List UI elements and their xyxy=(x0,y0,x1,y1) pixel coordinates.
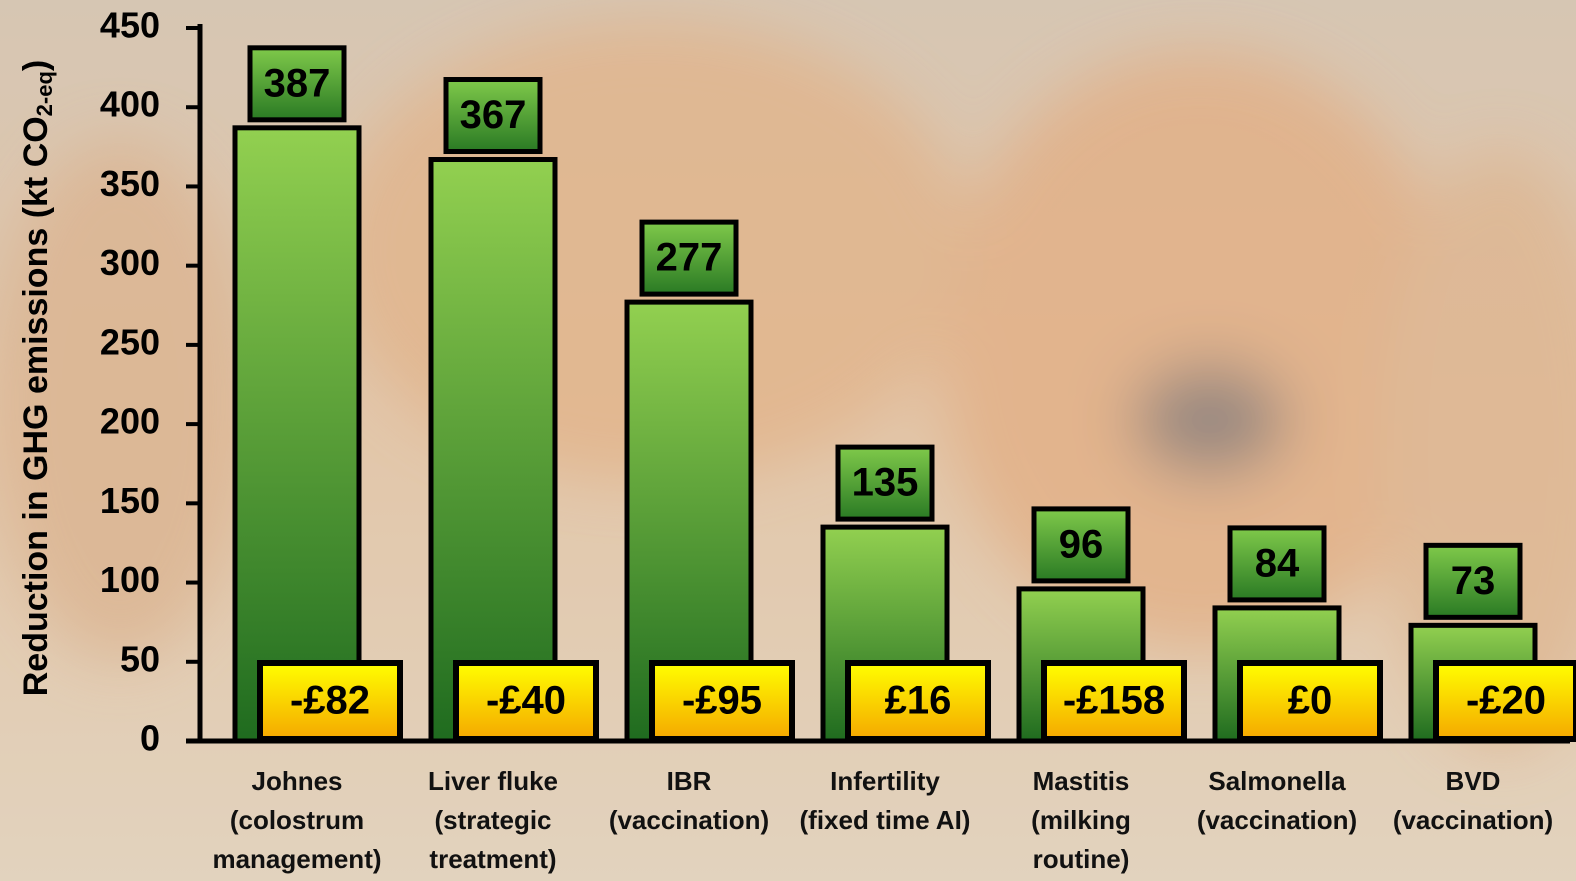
cost-label: -£82 xyxy=(290,679,370,723)
cost-label: £0 xyxy=(1288,679,1333,723)
value-label: 387 xyxy=(264,61,331,105)
value-label: 96 xyxy=(1059,522,1104,566)
bar xyxy=(235,128,359,741)
value-label: 135 xyxy=(852,461,919,505)
y-axis-label-text: Reduction in GHG emissions (kt CO xyxy=(17,116,55,696)
x-tick-label: Liver fluke xyxy=(428,766,558,796)
y-tick-label: 150 xyxy=(100,480,160,521)
cost-label: -£95 xyxy=(682,679,762,723)
x-tick-label: (strategic xyxy=(434,805,551,835)
cost-label: -£158 xyxy=(1063,679,1165,723)
x-tick-label: (vaccination) xyxy=(1393,805,1553,835)
y-axis-label-end: ) xyxy=(17,60,55,71)
x-tick-label: BVD xyxy=(1446,766,1501,796)
x-tick-label: (milking xyxy=(1031,805,1131,835)
x-tick-label: Mastitis xyxy=(1033,766,1130,796)
value-label: 277 xyxy=(656,236,723,280)
x-tick-label: routine) xyxy=(1033,844,1130,874)
value-label: 73 xyxy=(1451,559,1496,603)
x-tick-label: treatment) xyxy=(429,844,556,874)
x-tick-label: Johnes xyxy=(251,766,342,796)
y-tick-label: 100 xyxy=(100,559,160,600)
y-tick-label: 300 xyxy=(100,242,160,283)
y-tick-label: 400 xyxy=(100,84,160,125)
x-tick-label: (colostrum xyxy=(230,805,364,835)
y-tick-label: 250 xyxy=(100,321,160,362)
y-axis-label: Reduction in GHG emissions (kt CO2-eq) xyxy=(17,60,57,697)
x-tick-label: management) xyxy=(212,844,381,874)
chart: Reduction in GHG emissions (kt CO2-eq) 0… xyxy=(0,0,1576,881)
x-tick-label: (vaccination) xyxy=(609,805,769,835)
y-tick-label: 450 xyxy=(100,5,160,46)
y-tick-label: 200 xyxy=(100,401,160,442)
y-tick-label: 50 xyxy=(120,638,160,679)
y-axis-label-sub: 2-eq xyxy=(32,71,57,116)
bar xyxy=(431,160,555,741)
x-tick-label: (fixed time AI) xyxy=(800,805,971,835)
value-label: 84 xyxy=(1255,541,1300,585)
x-tick-label: IBR xyxy=(667,766,712,796)
cost-label: -£40 xyxy=(486,679,566,723)
x-tick-label: (vaccination) xyxy=(1197,805,1357,835)
x-tick-label: Salmonella xyxy=(1208,766,1346,796)
value-label: 367 xyxy=(460,93,527,137)
y-tick-label: 0 xyxy=(140,718,160,759)
y-tick-label: 350 xyxy=(100,163,160,204)
cost-label: -£20 xyxy=(1466,679,1546,723)
x-tick-label: Infertility xyxy=(830,766,940,796)
cost-label: £16 xyxy=(885,679,952,723)
